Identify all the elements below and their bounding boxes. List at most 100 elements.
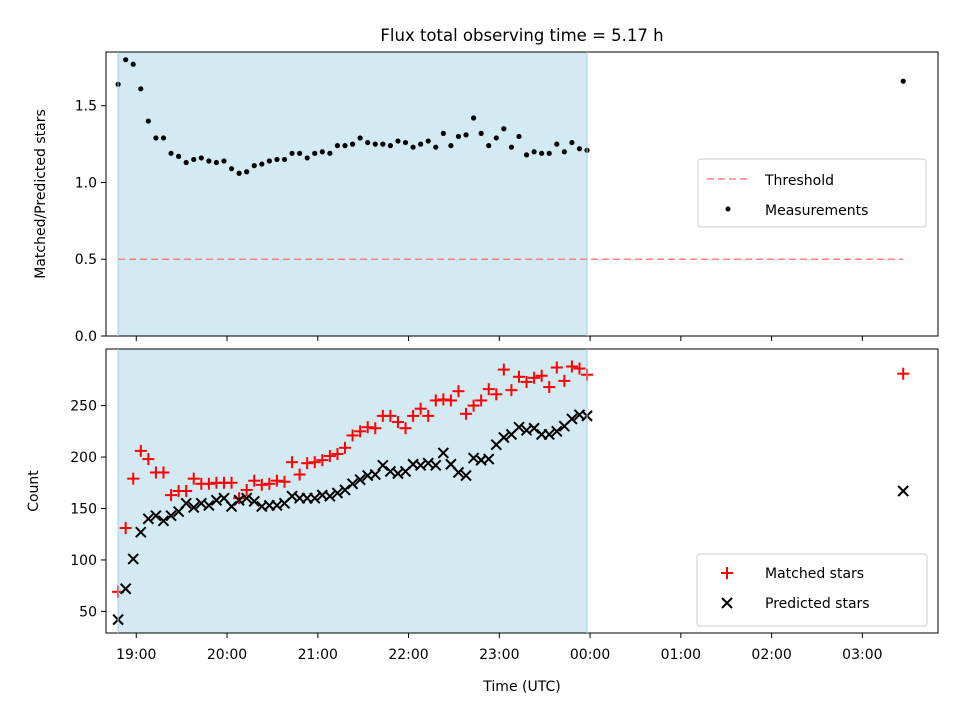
matched-point — [316, 454, 329, 467]
measurement-point — [342, 143, 348, 149]
predicted-point — [543, 428, 555, 441]
measurement-point — [508, 144, 515, 150]
predicted-point — [897, 485, 909, 497]
measurement-point — [145, 118, 151, 124]
predicted-point — [142, 513, 155, 525]
count-shaded-span — [118, 349, 588, 633]
measurement-point — [554, 141, 560, 147]
matched-point — [475, 394, 488, 407]
ratio-axes-frame — [105, 51, 939, 337]
matched-point — [233, 492, 246, 505]
matched-point — [535, 369, 548, 382]
x-tick-label: 19:00 — [116, 647, 156, 663]
measurement-point — [319, 149, 325, 155]
matched-point — [369, 422, 382, 435]
measurement-point — [440, 130, 446, 136]
matched-point — [346, 429, 359, 442]
measurement-point — [304, 155, 310, 161]
predicted-point — [324, 490, 336, 502]
matched-point — [414, 402, 427, 415]
predicted-point — [331, 487, 344, 499]
measurement-point — [546, 150, 552, 156]
measurement-point — [191, 156, 197, 163]
measurement-point — [327, 150, 333, 156]
count-legend-box — [696, 553, 928, 627]
measurements-legend-label: Measurements — [765, 203, 868, 219]
predicted-point — [150, 509, 162, 522]
predicted-point — [551, 425, 563, 438]
measurement-point — [334, 143, 341, 149]
measurement-point — [380, 141, 386, 147]
matched-point — [520, 375, 533, 388]
matched-point — [240, 483, 253, 496]
matched-point — [399, 422, 412, 435]
matched-point — [308, 456, 321, 469]
matched-point — [497, 363, 510, 376]
measurement-point — [576, 146, 583, 152]
matched-point — [422, 409, 435, 422]
measurement-point — [289, 150, 295, 156]
predicted-point — [188, 501, 200, 514]
predicted-point — [135, 526, 147, 538]
matched-point — [180, 485, 193, 497]
measurement-point — [569, 139, 575, 146]
measurement-point — [486, 143, 492, 149]
matched-point — [255, 478, 268, 491]
measurement-point — [539, 150, 545, 156]
x-tick-label: 20:00 — [207, 647, 247, 663]
predicted-point — [430, 459, 442, 471]
measurement-point — [244, 169, 250, 175]
y-tick-label: 250 — [70, 399, 97, 415]
count-y-label: Count — [26, 470, 42, 512]
chart-title: Flux total observing time = 5.17 h — [380, 26, 663, 45]
ratio-panel: 0.0 0.5 1.0 1.5 Matched/Predicted stars Thr… — [33, 51, 939, 345]
matched-point — [142, 453, 155, 466]
measurement-point — [523, 152, 530, 158]
measurement-point — [395, 138, 401, 144]
matched-point — [278, 475, 291, 488]
predicted-point — [248, 495, 260, 507]
measurement-point — [516, 133, 522, 140]
ratio-shaded-span — [118, 52, 588, 336]
measurement-point — [448, 143, 454, 149]
matched-point — [157, 466, 170, 479]
matched-point — [573, 362, 586, 375]
ratio-legend: Threshold Measurements — [697, 158, 927, 228]
ratio-legend-box — [697, 158, 927, 228]
x-tick-label: 03:00 — [842, 647, 882, 663]
measurement-point — [176, 153, 182, 159]
predicted-point — [119, 583, 132, 595]
predicted-point — [437, 447, 450, 459]
matched-point — [165, 489, 178, 502]
measurement-point — [297, 150, 303, 156]
y-tick-label: 50 — [79, 604, 97, 620]
matched-point — [460, 407, 473, 420]
matched-point — [452, 385, 465, 398]
measurement-point — [228, 166, 235, 172]
predicted-point — [498, 431, 510, 444]
matched-point — [467, 399, 480, 412]
measurement-point — [266, 158, 272, 164]
measurement-point — [138, 86, 144, 92]
measurement-point — [130, 61, 136, 67]
predicted-point — [513, 421, 525, 433]
measurement-point — [463, 132, 469, 138]
matched-point — [202, 477, 215, 490]
matched-point — [127, 472, 140, 485]
measurement-point — [349, 141, 356, 147]
y-tick-label: 150 — [70, 501, 97, 517]
x-tick-label: 02:00 — [751, 647, 791, 663]
matched-point — [528, 371, 541, 384]
predicted-point — [460, 469, 472, 482]
predicted-point — [240, 492, 253, 504]
matched-point — [354, 425, 367, 438]
matched-point — [505, 384, 518, 397]
measurement-point — [493, 135, 499, 141]
measurement-point — [433, 144, 439, 150]
matched-point — [897, 367, 910, 380]
count-legend: Matched stars Predicted stars — [696, 553, 928, 627]
matched-points — [112, 360, 910, 598]
measurement-point — [470, 115, 477, 121]
matched-point — [437, 393, 450, 406]
measurement-point — [357, 135, 363, 141]
